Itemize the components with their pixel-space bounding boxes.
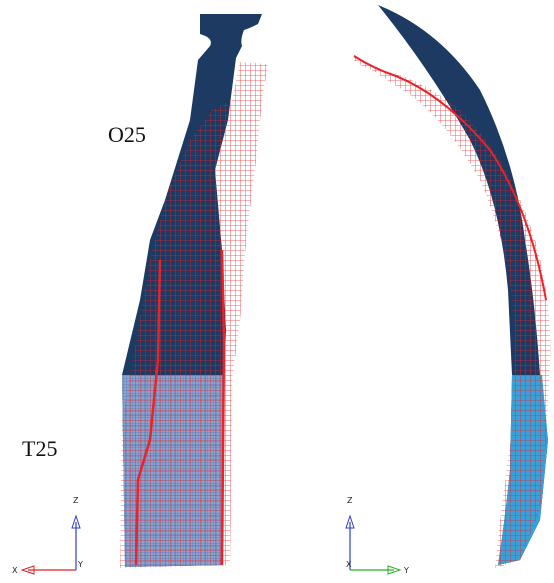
axis-triad: Z X Y bbox=[346, 496, 409, 575]
z-label: Z bbox=[73, 496, 79, 505]
figure: O25 T25 Z X Y Z X Y bbox=[0, 0, 554, 583]
label-bottom: T25 bbox=[22, 436, 57, 461]
deformed-mesh bbox=[354, 55, 550, 568]
y-label: Y bbox=[77, 560, 83, 569]
x-label: X bbox=[12, 566, 18, 575]
page: O25 T25 Z X Y Z X Y bbox=[0, 0, 554, 583]
axis-triad: Z X Y bbox=[12, 496, 83, 575]
label-top: O25 bbox=[108, 122, 146, 147]
z-label: Z bbox=[347, 496, 353, 505]
right-blade bbox=[354, 5, 550, 568]
left-blade bbox=[120, 14, 268, 568]
x-label: X bbox=[346, 560, 352, 569]
y-label: Y bbox=[403, 566, 409, 575]
